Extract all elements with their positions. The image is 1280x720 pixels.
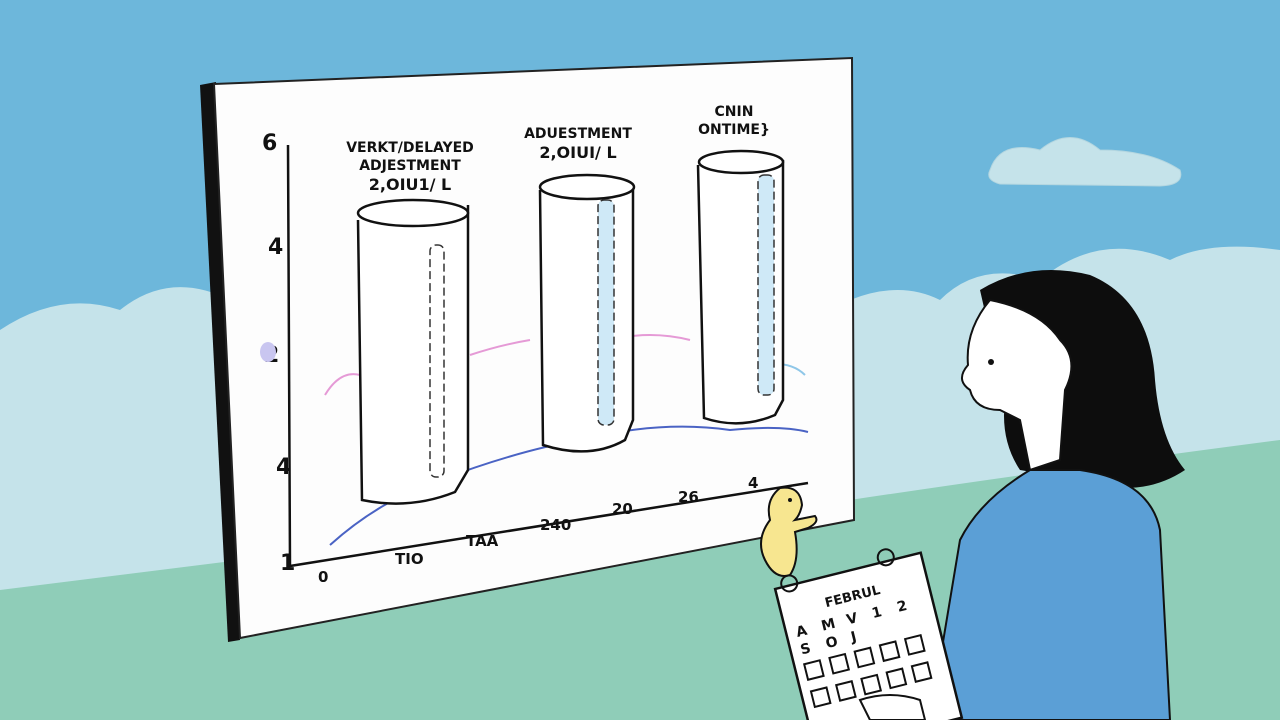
calendar-day: A [795,623,810,641]
y-tick: 6 [262,131,277,156]
cloud-left [0,287,240,600]
cylinder-1 [356,198,470,505]
chart-axes [286,144,809,568]
y-tick: 1 [280,551,295,576]
x-tick: 20 [612,500,633,518]
y-tick: 4 [276,455,291,480]
calendar-day: J [848,629,858,646]
calendar-day: O [824,634,840,652]
column-label: CNIN [715,104,754,120]
cloud-small [988,137,1182,187]
face [961,298,1073,472]
calendar-day: 1 [870,604,883,622]
hand [858,694,927,720]
eye [988,359,994,365]
board-edge [200,82,240,642]
cylinder-2 [538,173,636,453]
calendar: FEBRUL A M V 1 2 S O J [773,548,964,720]
column-label: VERKT/DELAYED [346,140,474,156]
x-tick: 26 [678,488,699,506]
column-label: 2,OIUI/ L [539,143,616,162]
column-label: ADJESTMENT [359,158,461,174]
x-tick: TIO [395,550,424,568]
column-label: 2,OIU1/ L [369,175,452,194]
column-label: ADUESTMENT [524,126,632,142]
calendar-day: 2 [895,598,908,616]
yellow-figure [760,486,818,577]
calendar-day: S [799,640,813,658]
x-tick: 0 [318,568,328,586]
marker-dot [260,342,276,362]
x-tick: TAA [466,532,499,550]
calendar-day: V [845,610,860,628]
shirt [928,469,1172,720]
x-tick: 240 [540,516,571,534]
x-tick: 4 [748,474,758,492]
cylinder-3 [696,149,785,425]
calendar-day: M [820,616,837,635]
column-label: ONTIME} [698,122,770,138]
woman [928,270,1185,720]
y-tick: 4 [268,235,283,260]
